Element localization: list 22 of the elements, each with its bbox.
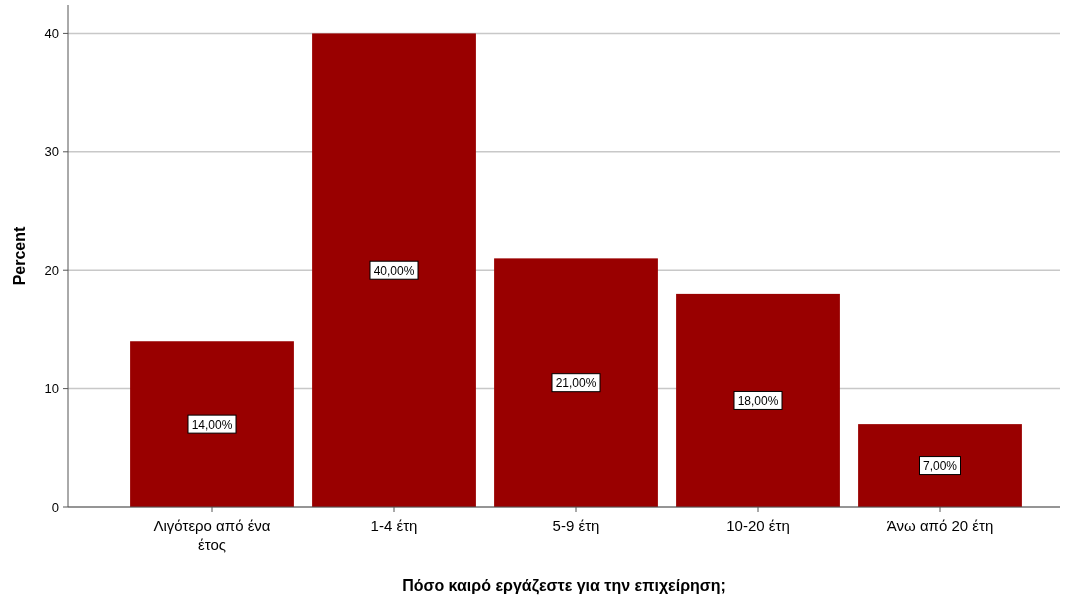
- bar: [858, 424, 1022, 507]
- data-label: 7,00%: [922, 459, 958, 474]
- bar: [130, 341, 294, 507]
- x-tick-label: 10-20 έτη: [726, 517, 790, 534]
- y-tick-label: 0: [51, 499, 59, 515]
- y-tick-label: 30: [44, 144, 59, 160]
- x-tick-label: Λιγότερο από ένα έτος: [153, 517, 271, 553]
- bar: [312, 33, 476, 507]
- bar: [676, 293, 840, 507]
- x-tick-label: Άνω από 20 έτη: [886, 517, 994, 534]
- x-tick-label: 5-9 έτη: [552, 517, 600, 534]
- y-tick-label: 40: [44, 25, 59, 41]
- data-label: 21,00%: [555, 376, 597, 391]
- x-axis-title: Πόσο καιρό εργάζεστε για την επιχείρηση;: [402, 577, 726, 595]
- data-label: 14,00%: [191, 417, 233, 432]
- x-tick-label: 1-4 έτη: [370, 517, 418, 534]
- y-tick-label: 20: [44, 262, 59, 278]
- data-label: 18,00%: [737, 393, 779, 408]
- y-tick-label: 10: [44, 381, 59, 397]
- bar: [494, 258, 658, 507]
- data-label: 40,00%: [373, 263, 415, 278]
- y-axis-title: Percent: [11, 225, 28, 286]
